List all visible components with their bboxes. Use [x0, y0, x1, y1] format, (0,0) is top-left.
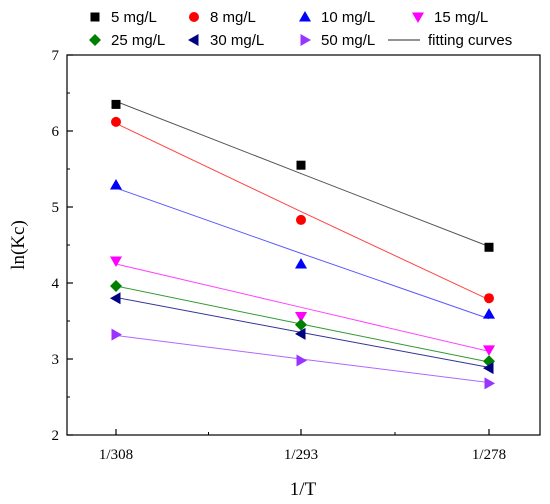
- fit-line: [115, 187, 490, 320]
- y-tick-label: 3: [52, 352, 60, 368]
- data-point: [295, 318, 307, 331]
- legend-marker: [299, 11, 311, 22]
- data-point: [110, 280, 122, 293]
- legend-label: 5 mg/L: [111, 9, 157, 26]
- data-point: [295, 258, 307, 269]
- data-point: [296, 214, 306, 225]
- data-markers: [110, 99, 495, 390]
- data-point: [295, 311, 307, 323]
- data-point: [483, 362, 494, 375]
- data-point: [483, 308, 495, 319]
- legend-label: 50 mg/L: [321, 32, 375, 49]
- x-tick-label: 1/308: [99, 447, 133, 463]
- y-tick-label: 7: [52, 48, 60, 64]
- legend-label: 8 mg/L: [210, 9, 256, 26]
- x-tick-label: 1/278: [472, 447, 506, 463]
- legend-marker: [412, 12, 424, 23]
- legend-marker: [300, 34, 311, 46]
- data-point: [296, 160, 306, 170]
- y-axis-title: ln(Kc): [8, 220, 29, 270]
- y-tick-label: 6: [52, 124, 60, 140]
- fit-line: [115, 100, 490, 247]
- legend-marker: [89, 34, 101, 46]
- data-point: [111, 99, 121, 109]
- y-tick-label: 2: [52, 428, 60, 444]
- data-point: [110, 178, 122, 190]
- legend-label: 15 mg/L: [434, 9, 488, 26]
- data-point: [110, 292, 121, 305]
- data-point: [111, 116, 121, 127]
- fit-line: [115, 263, 490, 352]
- data-point: [111, 328, 122, 341]
- data-point: [484, 377, 495, 390]
- legend-marker: [189, 12, 199, 22]
- legend-label: fitting curves: [428, 32, 512, 49]
- legend: 5 mg/L 8 mg/L 10 mg/L 15 mg/L 25 mg/L 30 mg/L…: [89, 9, 512, 49]
- y-tick-label: 5: [52, 200, 60, 216]
- x-axis-ticks: 1/308 1/293 1/278: [99, 429, 506, 463]
- x-tick-label: 1/293: [284, 447, 318, 463]
- x-axis-title: 1/T: [290, 479, 317, 500]
- data-point: [483, 345, 495, 356]
- y-tick-label: 4: [52, 276, 60, 292]
- y-axis-ticks: 2 3 4 5 6 7: [52, 48, 73, 444]
- legend-label: 10 mg/L: [321, 9, 375, 26]
- data-point: [484, 293, 494, 304]
- legend-label: 30 mg/L: [210, 32, 264, 49]
- data-point: [295, 327, 306, 340]
- fit-line: [115, 122, 490, 301]
- legend-marker: [188, 34, 199, 46]
- data-point: [484, 242, 494, 252]
- legend-label: 25 mg/L: [111, 32, 165, 49]
- legend-marker: [90, 12, 100, 22]
- data-point: [110, 256, 122, 267]
- data-point: [296, 354, 307, 367]
